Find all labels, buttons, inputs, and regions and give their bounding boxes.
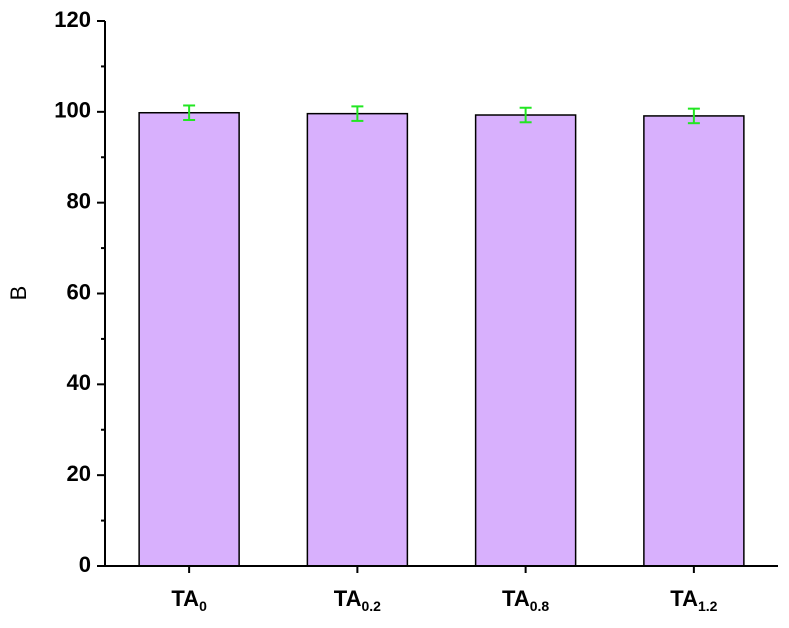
category-main: TA <box>670 586 698 611</box>
error-bar <box>687 107 700 125</box>
category-subscript: 0 <box>199 598 207 614</box>
y-tick-label: 40 <box>67 370 91 395</box>
bar <box>643 115 745 567</box>
x-tick-label: TA0.8 <box>502 586 549 614</box>
error-bar <box>519 106 532 124</box>
y-axis-label: B <box>6 286 31 301</box>
bar <box>306 112 409 567</box>
category-main: TA <box>334 586 362 611</box>
error-bar <box>183 104 196 122</box>
y-tick-label: 80 <box>67 188 91 213</box>
y-tick-label: 100 <box>54 98 91 123</box>
category-subscript: 0.8 <box>530 598 550 614</box>
x-tick-label: TA0.2 <box>334 586 381 614</box>
y-tick-label: 20 <box>67 461 91 486</box>
x-tick-label: TA0 <box>171 586 207 614</box>
bar <box>138 111 240 567</box>
y-tick-label: 0 <box>79 552 91 577</box>
category-main: TA <box>171 586 199 611</box>
category-main: TA <box>502 586 530 611</box>
x-tick-label: TA1.2 <box>670 586 717 614</box>
y-tick-label: 60 <box>67 279 91 304</box>
y-tick-label: 120 <box>54 7 91 32</box>
category-subscript: 0.2 <box>361 598 381 614</box>
bar <box>474 114 577 567</box>
error-bar <box>351 105 364 122</box>
category-subscript: 1.2 <box>698 598 718 614</box>
